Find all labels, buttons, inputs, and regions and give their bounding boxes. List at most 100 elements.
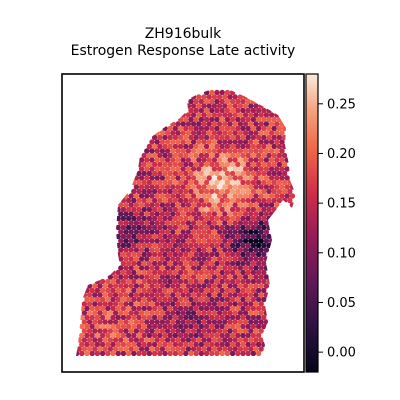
spot bbox=[159, 139, 166, 145]
spot bbox=[224, 323, 231, 330]
spot bbox=[250, 224, 257, 231]
spot bbox=[222, 265, 228, 271]
spot bbox=[198, 170, 205, 177]
spot bbox=[253, 166, 259, 172]
spot bbox=[185, 301, 192, 307]
spot bbox=[107, 319, 114, 325]
spot bbox=[224, 170, 231, 177]
spot bbox=[180, 202, 186, 208]
spot bbox=[261, 296, 267, 303]
spot bbox=[198, 125, 205, 132]
spot bbox=[229, 269, 236, 276]
spot bbox=[185, 220, 192, 226]
spot bbox=[232, 103, 238, 109]
spot bbox=[164, 328, 171, 334]
spot bbox=[232, 157, 238, 163]
spot bbox=[151, 314, 158, 321]
spot bbox=[193, 341, 199, 348]
spot bbox=[92, 319, 98, 325]
spot bbox=[209, 305, 215, 312]
spot bbox=[123, 346, 129, 352]
spot bbox=[185, 274, 192, 280]
spot bbox=[157, 260, 163, 267]
spot bbox=[266, 116, 272, 123]
spot bbox=[144, 148, 150, 154]
spot bbox=[105, 350, 111, 356]
spot bbox=[209, 350, 215, 356]
spot bbox=[162, 296, 168, 303]
spot bbox=[229, 314, 236, 321]
spot bbox=[203, 287, 210, 294]
spot bbox=[261, 233, 267, 240]
spot bbox=[170, 283, 176, 289]
spot bbox=[164, 283, 171, 289]
spot bbox=[196, 202, 202, 208]
spot bbox=[279, 193, 285, 199]
spot bbox=[281, 143, 288, 150]
spot bbox=[248, 274, 254, 280]
spot bbox=[175, 247, 181, 253]
spot bbox=[180, 247, 186, 253]
spot bbox=[271, 170, 277, 177]
spot bbox=[110, 332, 116, 339]
spot bbox=[175, 166, 181, 172]
spot bbox=[232, 283, 238, 289]
spot bbox=[123, 220, 129, 226]
spot bbox=[107, 301, 114, 307]
spot bbox=[263, 247, 270, 253]
spot bbox=[222, 103, 228, 109]
spot bbox=[190, 238, 197, 244]
spot bbox=[118, 328, 124, 334]
spot bbox=[162, 332, 168, 339]
spot bbox=[128, 301, 134, 307]
spot bbox=[120, 350, 127, 356]
spot bbox=[232, 211, 238, 217]
spot bbox=[141, 314, 147, 321]
spot bbox=[149, 193, 155, 199]
spot bbox=[170, 292, 176, 298]
spot bbox=[224, 296, 231, 303]
spot bbox=[214, 224, 220, 231]
spot bbox=[128, 265, 134, 271]
spot bbox=[274, 112, 280, 118]
spot bbox=[227, 319, 233, 325]
spot bbox=[240, 242, 246, 249]
spot bbox=[167, 350, 173, 356]
spot bbox=[193, 98, 199, 105]
colorbar bbox=[305, 73, 319, 373]
colorbar-tick-label: 0.25 bbox=[327, 97, 356, 112]
spot bbox=[201, 238, 207, 244]
spot bbox=[170, 328, 176, 334]
spot bbox=[151, 197, 158, 204]
spot bbox=[198, 224, 205, 231]
spot bbox=[180, 310, 186, 316]
spot bbox=[229, 296, 236, 303]
spot bbox=[229, 305, 236, 312]
spot bbox=[94, 332, 101, 339]
spot bbox=[146, 170, 153, 177]
spot bbox=[287, 188, 293, 195]
spot bbox=[258, 193, 264, 199]
spot bbox=[97, 283, 103, 289]
spot bbox=[105, 323, 111, 330]
spot bbox=[206, 112, 212, 118]
spot bbox=[133, 283, 140, 289]
spot bbox=[219, 134, 225, 141]
spot bbox=[99, 287, 106, 294]
spot bbox=[237, 301, 244, 307]
spot bbox=[222, 301, 228, 307]
spot bbox=[141, 233, 147, 240]
spot bbox=[190, 301, 197, 307]
spot bbox=[245, 125, 251, 132]
spot bbox=[240, 215, 246, 222]
spot bbox=[245, 143, 251, 150]
spot bbox=[183, 332, 189, 339]
spot bbox=[211, 175, 218, 181]
spot bbox=[203, 269, 210, 276]
spot bbox=[141, 278, 147, 285]
spot bbox=[180, 121, 186, 127]
spot bbox=[159, 175, 166, 181]
spot bbox=[245, 323, 251, 330]
spot bbox=[211, 130, 218, 136]
spot bbox=[201, 319, 207, 325]
